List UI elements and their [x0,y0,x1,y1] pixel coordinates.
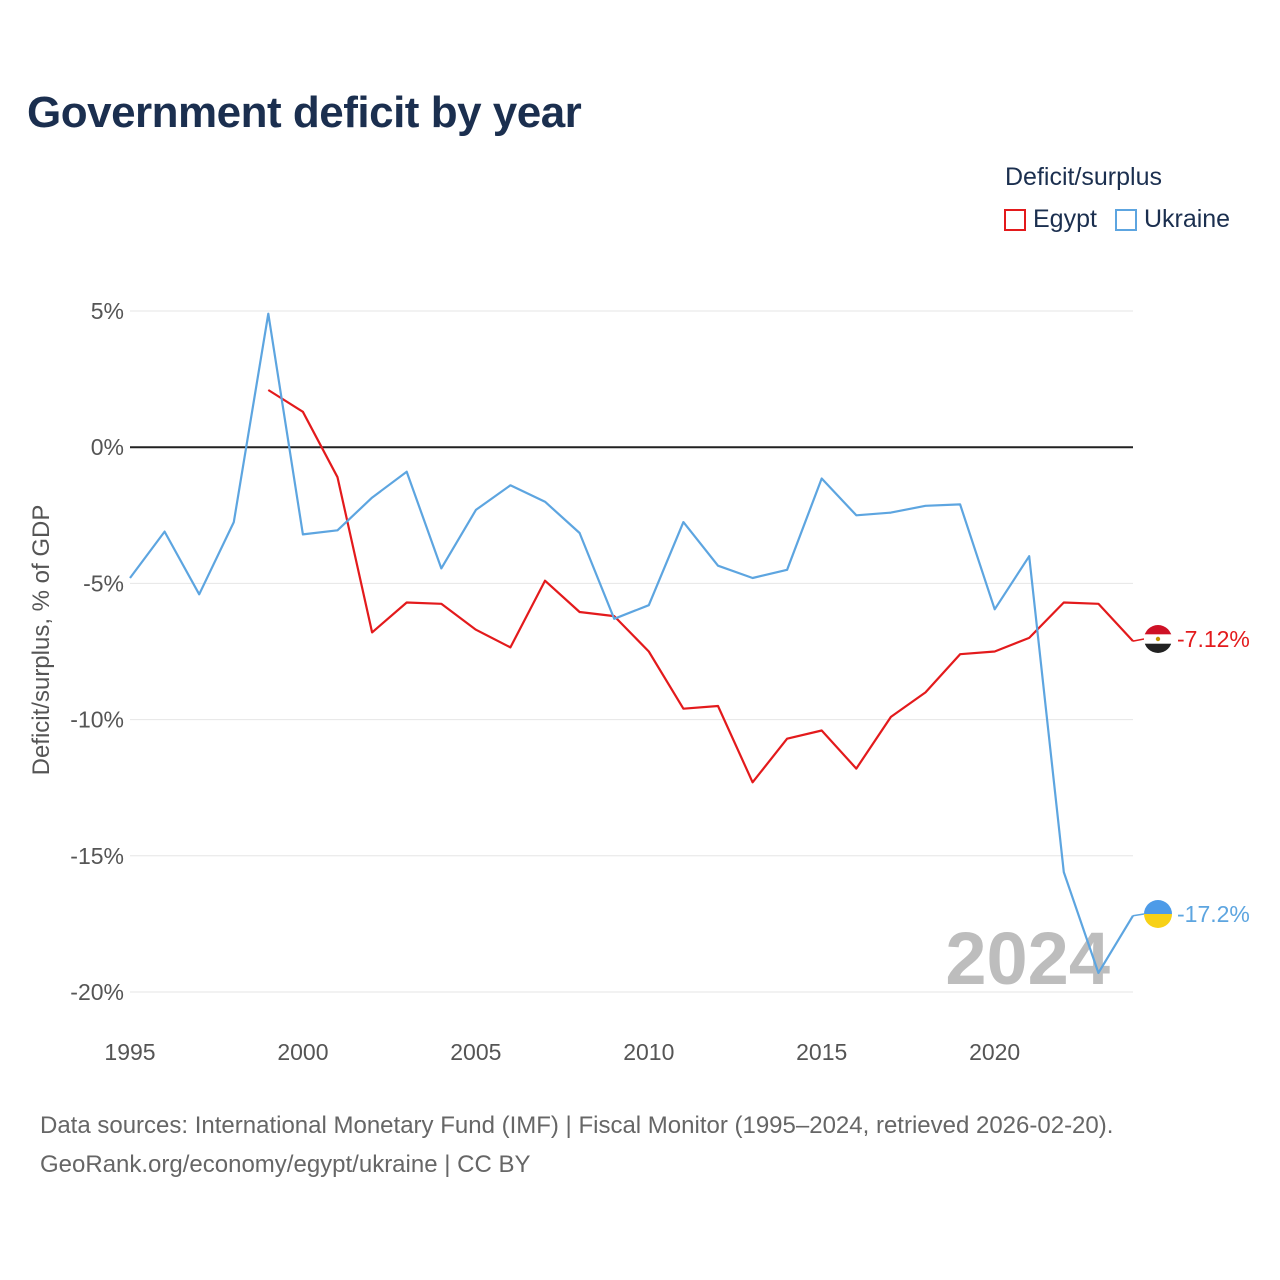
end-connector-ukraine [1132,913,1145,917]
y-tick-label: -20% [70,979,124,1005]
x-tick-label: 1995 [104,1039,155,1065]
attribution-note: GeoRank.org/economy/egypt/ukraine | CC B… [40,1151,531,1178]
series-lines [129,312,1145,975]
x-tick-label: 2010 [623,1039,674,1065]
x-tick-labels: 1995 2000 2005 2010 2015 2020 [104,1039,1020,1065]
x-tick-label: 2020 [969,1039,1020,1065]
end-connector-egypt [1132,638,1145,642]
legend-item-ukraine[interactable]: Ukraine [1114,205,1231,234]
series-end-markers [1144,625,1172,928]
legend-swatch-ukraine [1114,208,1137,231]
chart-title: Government deficit by year [27,88,582,137]
legend-swatch-egypt [1004,208,1026,231]
egypt-flag-icon [1144,625,1172,653]
y-tick-label: -10% [70,707,124,733]
legend: Egypt Ukraine [1004,205,1248,234]
x-tick-label: 2005 [450,1039,501,1065]
y-tick-label: -15% [70,843,124,869]
end-label-egypt: -7.12% [1177,626,1250,652]
y-tick-label: 5% [91,298,124,324]
x-tick-label: 2000 [277,1039,328,1065]
footer: Data sources: International Monetary Fun… [40,1106,1113,1184]
legend-label-ukraine: Ukraine [1143,205,1231,233]
y-tick-labels: 5% 0% -5% -10% -15% -20% [70,298,124,1005]
legend-title: Deficit/surplus [1005,163,1162,191]
series-end-labels: -7.12% -17.2% [1177,626,1250,927]
series-line-ukraine [129,312,1134,975]
legend-item-egypt[interactable]: Egypt [1004,205,1097,234]
end-label-ukraine: -17.2% [1177,901,1250,927]
y-tick-label: 0% [91,434,124,460]
year-watermark: 2024 [945,917,1110,1000]
legend-label-egypt: Egypt [1033,205,1097,233]
ukraine-flag-icon [1144,900,1172,928]
series-line-egypt [267,389,1134,784]
line-chart: 5% 0% -5% -10% -15% -20% 1995 2000 2005 2010 2015… [70,298,1250,1065]
y-tick-label: -5% [83,570,124,596]
source-note: Data sources: International Monetary Fun… [40,1112,1114,1139]
gridlines [130,310,1133,993]
x-tick-label: 2015 [796,1039,847,1065]
